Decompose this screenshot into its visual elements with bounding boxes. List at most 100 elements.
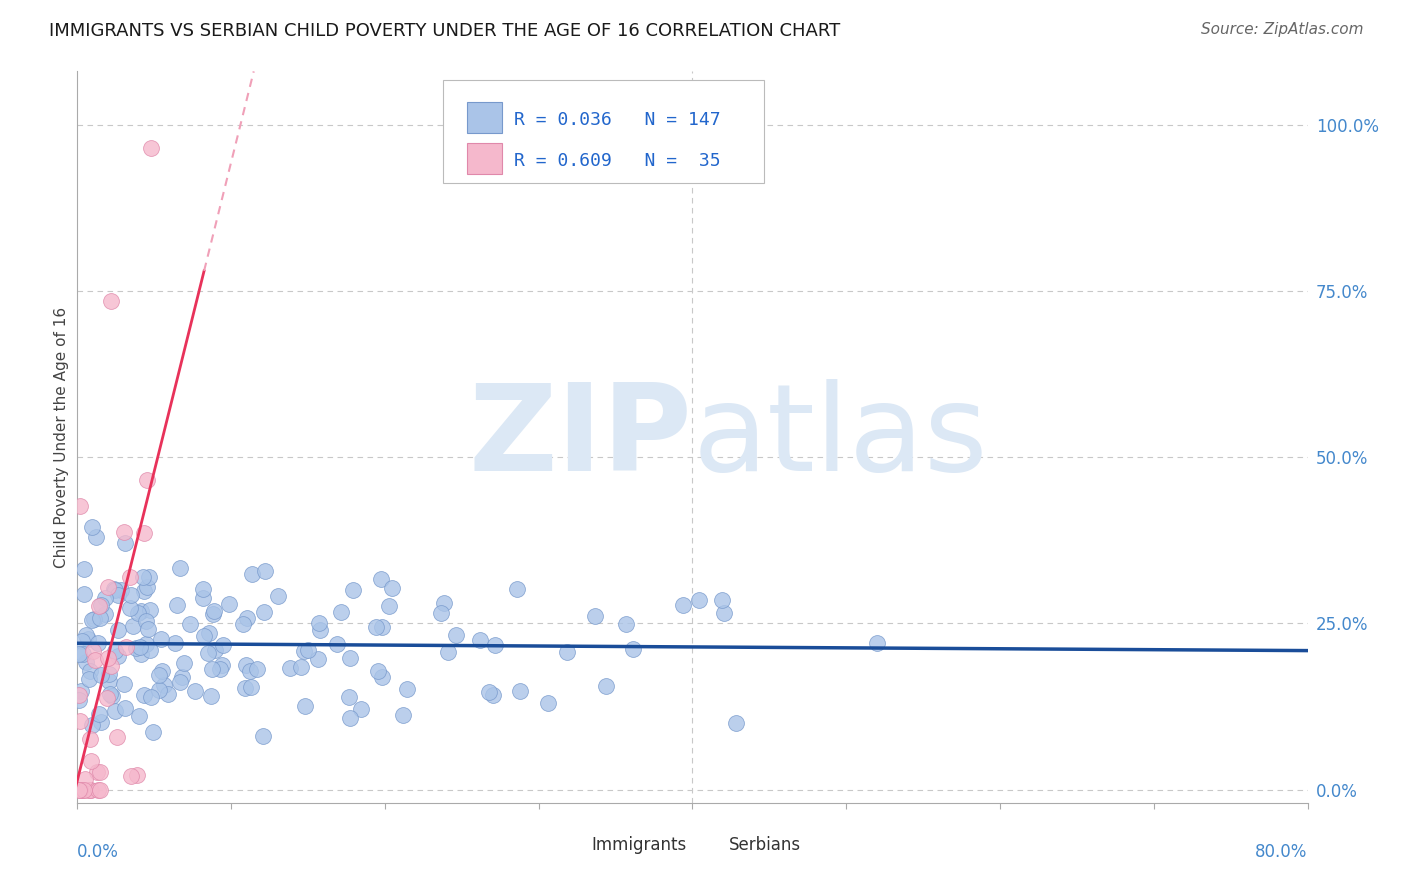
- Point: [132, 525, 155, 540]
- Point: [105, 730, 128, 744]
- Point: [97, 651, 120, 665]
- Point: [621, 642, 644, 657]
- Point: [330, 605, 353, 619]
- Point: [77, 632, 100, 646]
- Point: [246, 662, 269, 676]
- Point: [96, 690, 118, 705]
- Point: [67, 647, 90, 661]
- Point: [121, 618, 143, 632]
- Point: [170, 670, 193, 684]
- Point: [292, 643, 315, 657]
- Point: [87, 706, 110, 721]
- Point: [583, 608, 606, 623]
- Point: [204, 643, 226, 657]
- Point: [378, 599, 401, 614]
- Point: [308, 616, 330, 631]
- Point: [350, 702, 373, 716]
- Point: [100, 658, 122, 673]
- Text: IMMIGRANTS VS SERBIAN CHILD POVERTY UNDER THE AGE OF 16 CORRELATION CHART: IMMIGRANTS VS SERBIAN CHILD POVERTY UNDE…: [49, 22, 841, 40]
- Point: [129, 640, 152, 654]
- Point: [724, 716, 747, 731]
- Point: [166, 598, 188, 612]
- Point: [201, 662, 224, 676]
- Point: [104, 582, 127, 597]
- Text: R = 0.036   N = 147: R = 0.036 N = 147: [515, 112, 721, 129]
- Point: [112, 525, 135, 540]
- Point: [97, 580, 120, 594]
- Point: [128, 709, 150, 723]
- Point: [212, 638, 235, 652]
- Point: [478, 685, 501, 699]
- Point: [148, 683, 170, 698]
- Point: [100, 293, 122, 308]
- Point: [107, 649, 129, 664]
- Point: [73, 587, 96, 601]
- Point: [370, 572, 392, 586]
- Point: [129, 647, 152, 661]
- Point: [84, 529, 107, 543]
- Point: [104, 644, 127, 658]
- Point: [136, 473, 159, 487]
- Text: ZIP: ZIP: [468, 378, 693, 496]
- Point: [184, 684, 207, 698]
- Point: [97, 667, 120, 681]
- Point: [97, 674, 120, 689]
- Point: [101, 689, 124, 703]
- Point: [136, 622, 159, 636]
- Point: [866, 635, 889, 649]
- Point: [70, 684, 93, 698]
- Point: [90, 714, 112, 729]
- Point: [79, 665, 101, 679]
- Point: [153, 678, 176, 692]
- Point: [86, 764, 108, 779]
- Point: [67, 782, 90, 797]
- Point: [90, 668, 112, 682]
- Point: [278, 661, 301, 675]
- Point: [506, 582, 529, 596]
- Point: [218, 597, 240, 611]
- Point: [232, 617, 254, 632]
- Point: [614, 616, 637, 631]
- Point: [79, 732, 101, 747]
- Point: [482, 688, 505, 702]
- Point: [114, 536, 136, 550]
- Point: [67, 689, 90, 703]
- Point: [367, 664, 389, 678]
- FancyBboxPatch shape: [467, 102, 502, 133]
- Point: [87, 599, 110, 614]
- Y-axis label: Child Poverty Under the Age of 16: Child Poverty Under the Age of 16: [53, 307, 69, 567]
- Point: [157, 687, 180, 701]
- Text: Source: ZipAtlas.com: Source: ZipAtlas.com: [1201, 22, 1364, 37]
- Point: [672, 598, 695, 612]
- Point: [339, 651, 361, 665]
- Point: [198, 626, 221, 640]
- Point: [197, 646, 219, 660]
- Point: [307, 652, 329, 666]
- Point: [80, 520, 103, 534]
- FancyBboxPatch shape: [693, 834, 717, 855]
- Point: [253, 606, 276, 620]
- Point: [107, 589, 129, 603]
- Point: [253, 564, 276, 578]
- Point: [437, 644, 460, 658]
- Point: [83, 653, 105, 667]
- Point: [202, 604, 225, 618]
- Point: [114, 701, 136, 715]
- Point: [201, 607, 224, 621]
- Text: Serbians: Serbians: [730, 836, 801, 855]
- Point: [112, 676, 135, 690]
- Point: [209, 662, 232, 676]
- Point: [125, 768, 148, 782]
- Point: [713, 606, 735, 620]
- Point: [120, 601, 142, 615]
- Point: [509, 684, 531, 698]
- Point: [110, 582, 132, 597]
- Point: [67, 692, 90, 706]
- Point: [129, 604, 152, 618]
- Point: [381, 582, 404, 596]
- Point: [371, 670, 394, 684]
- FancyBboxPatch shape: [555, 834, 579, 855]
- Point: [141, 141, 163, 155]
- Point: [120, 589, 142, 603]
- Point: [142, 724, 165, 739]
